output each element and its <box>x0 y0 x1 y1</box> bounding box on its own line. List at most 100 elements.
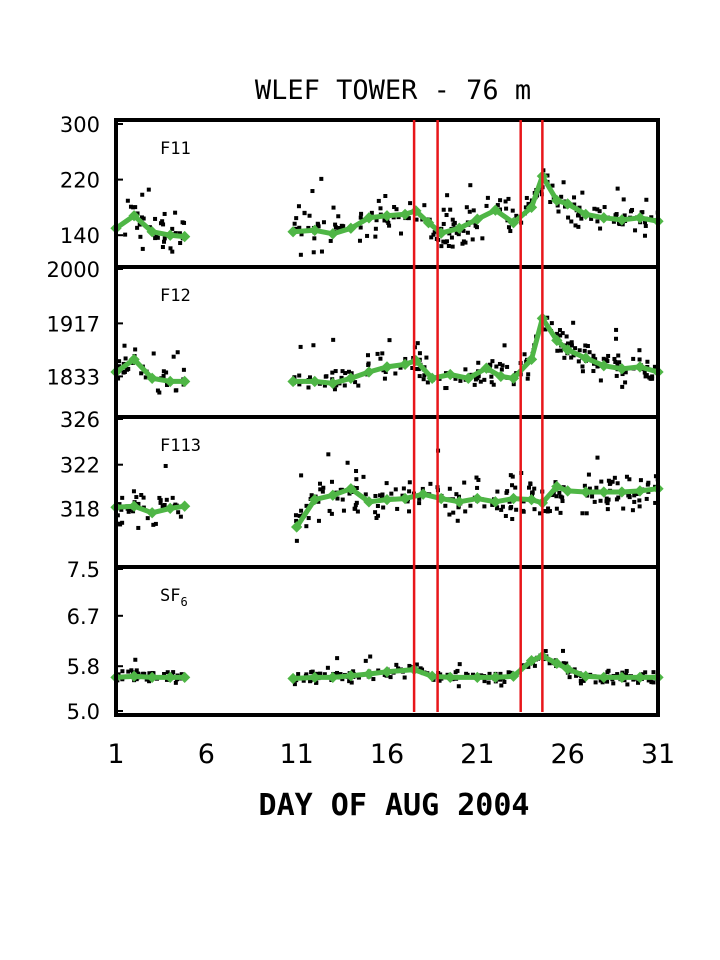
data-point <box>346 369 351 374</box>
y-tick-label: 318 <box>60 497 100 521</box>
data-point <box>578 681 583 686</box>
smooth-marker <box>381 361 393 373</box>
smooth-marker <box>363 366 375 378</box>
data-point <box>140 246 145 251</box>
data-point <box>393 371 398 376</box>
data-point <box>624 672 629 677</box>
smooth-marker <box>616 363 628 375</box>
data-point <box>566 341 571 346</box>
data-point <box>595 455 600 460</box>
data-point <box>317 481 322 486</box>
data-point <box>356 383 361 388</box>
data-point <box>445 193 450 198</box>
data-point <box>431 232 436 237</box>
data-point <box>153 216 158 221</box>
data-point <box>354 500 359 505</box>
data-point <box>643 374 648 379</box>
data-point <box>558 348 563 353</box>
data-point <box>141 495 146 500</box>
data-point <box>487 671 492 676</box>
y-tick-label: 1833 <box>47 365 100 389</box>
y-tick-label: 5.0 <box>67 700 100 724</box>
data-point <box>527 485 532 490</box>
data-point <box>573 346 578 351</box>
data-point <box>395 506 400 511</box>
x-tick-label: 6 <box>198 739 215 770</box>
data-point <box>450 244 455 249</box>
data-point <box>547 509 552 514</box>
data-point <box>580 511 585 516</box>
smooth-marker <box>580 486 592 498</box>
panel-label-text: F113 <box>160 436 201 456</box>
x-tick-label: 31 <box>641 739 675 770</box>
data-point <box>637 348 642 353</box>
data-point <box>414 662 419 667</box>
data-point <box>576 224 581 229</box>
y-tick-label: 326 <box>60 408 100 432</box>
data-point <box>514 213 519 218</box>
data-point <box>323 374 328 379</box>
data-point <box>444 213 449 218</box>
data-point <box>365 233 370 238</box>
data-point <box>587 350 592 355</box>
data-point <box>331 337 336 342</box>
data-point <box>128 204 133 209</box>
data-point <box>620 372 625 377</box>
smooth-marker <box>381 666 393 678</box>
data-point <box>162 502 167 507</box>
data-point <box>581 678 586 683</box>
smooth-marker <box>309 493 321 506</box>
data-point <box>363 658 368 663</box>
data-point <box>549 321 554 326</box>
smooth-marker <box>562 485 574 497</box>
data-point <box>357 238 362 243</box>
data-point <box>304 503 309 508</box>
data-point <box>447 512 452 517</box>
data-point <box>134 495 139 500</box>
data-point <box>582 348 587 353</box>
data-point <box>505 364 510 369</box>
data-point <box>651 670 656 675</box>
data-point <box>439 244 444 249</box>
data-point <box>343 371 348 376</box>
data-point <box>293 513 298 518</box>
data-point <box>500 504 505 509</box>
data-point <box>560 495 565 500</box>
data-point <box>394 207 399 212</box>
data-point <box>606 668 611 673</box>
data-point <box>294 538 299 543</box>
data-point <box>637 498 642 503</box>
data-point <box>389 491 394 496</box>
smooth-marker <box>128 210 140 222</box>
data-point <box>584 511 589 516</box>
data-point <box>616 353 621 358</box>
data-point <box>378 356 383 361</box>
data-point <box>407 480 412 485</box>
data-point <box>578 678 583 683</box>
data-point <box>471 208 476 213</box>
data-point <box>458 378 463 383</box>
data-point <box>116 376 121 381</box>
data-point <box>612 356 617 361</box>
smooth-marker <box>164 671 176 684</box>
y-tick-label: 7.5 <box>67 558 100 582</box>
smooth-marker <box>507 492 520 505</box>
data-point <box>304 524 309 529</box>
smooth-marker <box>309 224 321 236</box>
x-tick-label: 11 <box>279 739 313 770</box>
smooth-marker <box>422 217 435 229</box>
y-tick-label: 5.8 <box>67 655 100 679</box>
data-point <box>601 356 606 361</box>
data-point <box>484 203 489 208</box>
smooth-marker <box>616 671 628 684</box>
data-point <box>173 680 178 685</box>
smooth-marker <box>287 672 299 685</box>
data-point <box>583 343 588 348</box>
data-point <box>173 502 178 507</box>
data-point <box>640 672 645 677</box>
data-point <box>622 213 627 218</box>
data-point <box>557 328 562 333</box>
data-point <box>543 327 548 332</box>
data-point <box>355 509 360 514</box>
data-point <box>567 675 572 680</box>
